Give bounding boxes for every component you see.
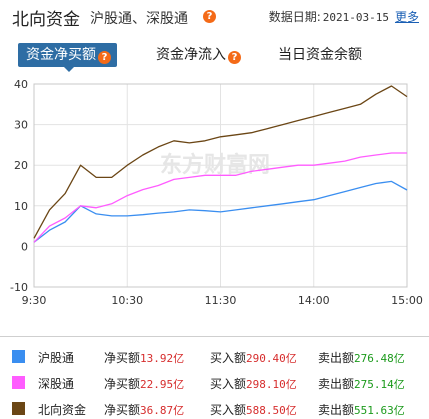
tab-net-inflow[interactable]: 资金净流入? [156, 43, 241, 67]
tab-label: 资金净买额 [26, 47, 96, 63]
northbound-line-chart: 40 30 20 10 0 -109:30 10:30 11:30 14:00 15:00 东方财… [10, 78, 423, 307]
net-value: 13.92亿 [140, 352, 185, 365]
legend-name: 北向资金 [38, 403, 87, 417]
plot-frame [33, 83, 408, 288]
question-circle-icon[interactable]: ? [228, 51, 241, 64]
buy-value: 298.10亿 [246, 378, 297, 391]
net-label: 净买额 [104, 403, 141, 417]
legend-swatch [12, 350, 25, 363]
buy-value: 588.50亿 [246, 404, 297, 417]
y-tick-label: 40 [14, 78, 28, 91]
legend-net: 净买额36.87亿 [104, 401, 184, 418]
data-date: 数据日期: 2021-03-15 更多 [269, 8, 419, 25]
sell-label: 卖出额 [318, 403, 355, 417]
tab-label: 当日资金余额 [278, 47, 362, 63]
x-tick-label: 15:00 [391, 294, 423, 307]
legend-buy: 买入额298.10亿 [210, 375, 297, 392]
y-tick-label: 0 [21, 240, 28, 253]
series-line-1 [33, 152, 407, 243]
tab-day-balance[interactable]: 当日资金余额 [278, 43, 362, 67]
legend-row-north: 北向资金 净买额36.87亿 买入额588.50亿 卖出额551.63亿 [0, 396, 429, 419]
legend-row-hgt: 沪股通 净买额13.92亿 买入额290.40亿 卖出额276.48亿 [0, 344, 429, 370]
sell-label: 卖出额 [318, 351, 355, 365]
buy-label: 买入额 [210, 351, 247, 365]
series-line-2 [33, 85, 408, 239]
legend-name: 沪股通 [38, 351, 75, 365]
legend-table: 沪股通 净买额13.92亿 买入额290.40亿 卖出额276.48亿 深股通 … [0, 336, 429, 419]
y-tick-label: 30 [14, 119, 28, 132]
panel-title: 北向资金 [12, 10, 80, 30]
y-tick-label: -10 [10, 281, 28, 294]
watermark-logo: 东方财富网 [160, 152, 270, 178]
y-tick-label: 10 [14, 200, 28, 213]
legend-sell: 卖出额276.48亿 [318, 349, 405, 366]
y-tick-label: 20 [14, 159, 28, 172]
panel-subtitle: 沪股通、深股通 [90, 11, 188, 27]
date-label: 数据日期: [268, 10, 321, 24]
legend-net: 净买额13.92亿 [104, 349, 184, 366]
buy-label: 买入额 [210, 403, 247, 417]
net-label: 净买额 [104, 377, 141, 391]
panel-header: 北向资金 沪股通、深股通 ? 数据日期: 2021-03-15 更多 [0, 0, 429, 32]
net-value: 36.87亿 [140, 404, 185, 417]
x-tick-label: 10:30 [111, 294, 143, 307]
buy-label: 买入额 [210, 377, 247, 391]
more-link[interactable]: 更多 [394, 10, 419, 24]
tab-net-buy[interactable]: 资金净买额? [18, 43, 117, 67]
legend-swatch [12, 402, 25, 415]
tab-bar: 资金净买额? 资金净流入? 当日资金余额 [0, 40, 429, 70]
legend-net: 净买额22.95亿 [104, 375, 184, 392]
tab-label: 资金净流入 [156, 47, 226, 63]
question-circle-icon[interactable]: ? [203, 10, 216, 23]
sell-value: 551.63亿 [354, 404, 405, 417]
legend-buy: 买入额290.40亿 [210, 349, 297, 366]
chart-series [33, 85, 408, 243]
sell-value: 275.14亿 [354, 378, 405, 391]
series-line-0 [33, 180, 408, 243]
tab-pointer [64, 67, 74, 72]
legend-sell: 卖出额551.63亿 [318, 401, 405, 418]
sell-value: 276.48亿 [354, 352, 405, 365]
chart-axes: 40 30 20 10 0 -109:30 10:30 11:30 14:00 15:00 [10, 78, 423, 307]
chart-grid [33, 83, 408, 288]
legend-swatch [12, 376, 25, 389]
legend-name: 深股通 [38, 377, 75, 391]
legend-sell: 卖出额275.14亿 [318, 375, 405, 392]
legend-row-sgt: 深股通 净买额22.95亿 买入额298.10亿 卖出额275.14亿 [0, 370, 429, 396]
x-tick-label: 14:00 [298, 294, 330, 307]
x-tick-label: 9:30 [22, 294, 47, 307]
net-label: 净买额 [104, 351, 141, 365]
legend-buy: 买入额588.50亿 [210, 401, 297, 418]
net-value: 22.95亿 [140, 378, 185, 391]
question-circle-icon[interactable]: ? [98, 51, 111, 64]
sell-label: 卖出额 [318, 377, 355, 391]
date-value: 2021-03-15 [322, 11, 389, 24]
buy-value: 290.40亿 [246, 352, 297, 365]
x-tick-label: 11:30 [205, 294, 237, 307]
